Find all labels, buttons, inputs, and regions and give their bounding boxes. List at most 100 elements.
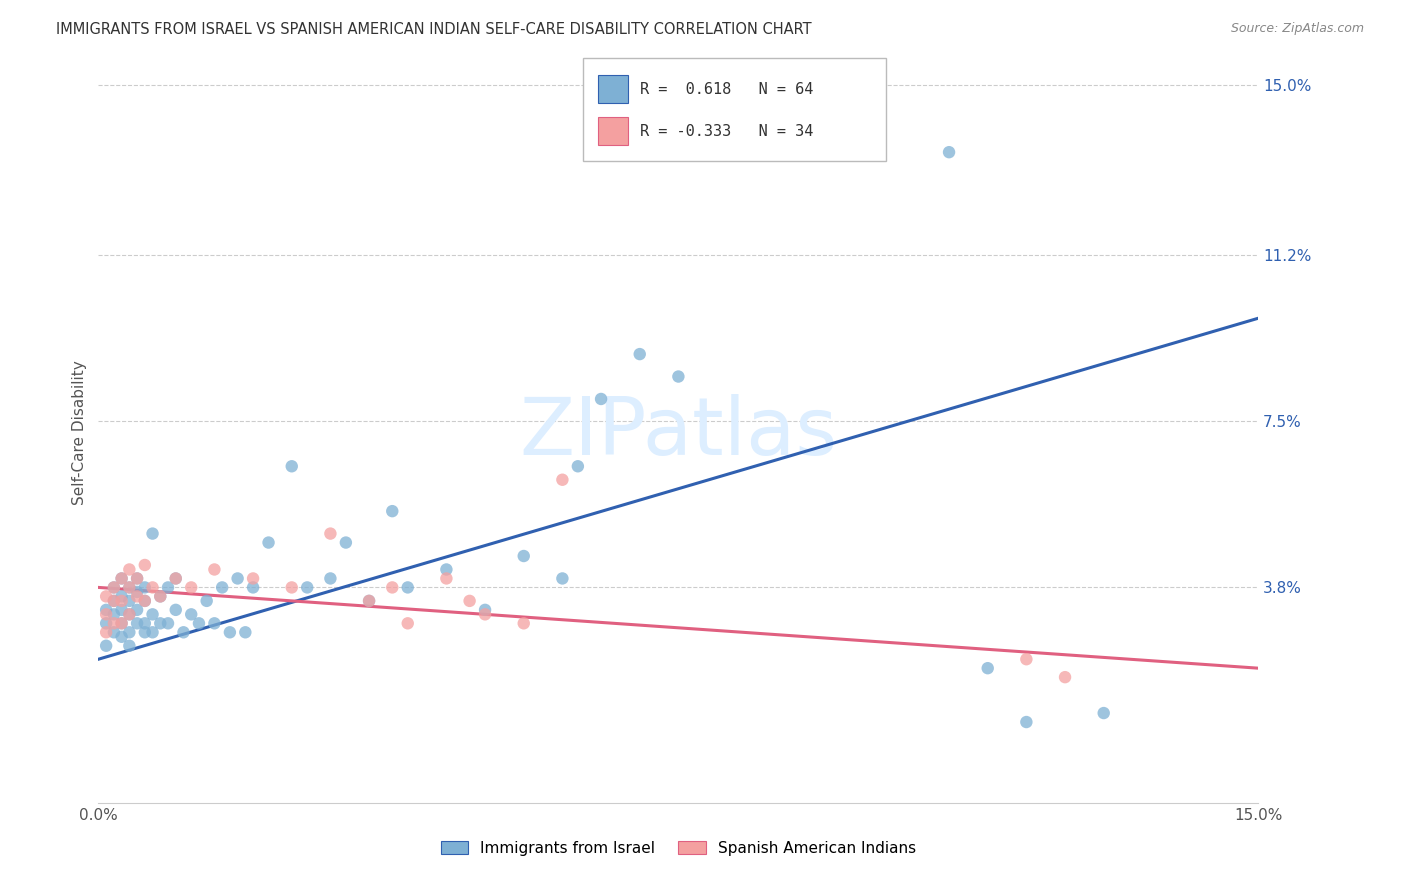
Point <box>628 347 651 361</box>
Point <box>103 581 125 595</box>
Point <box>157 616 180 631</box>
Point <box>141 526 165 541</box>
Point <box>1015 652 1038 666</box>
Point <box>319 571 342 585</box>
Text: IMMIGRANTS FROM ISRAEL VS SPANISH AMERICAN INDIAN SELF-CARE DISABILITY CORRELATI: IMMIGRANTS FROM ISRAEL VS SPANISH AMERIC… <box>56 22 811 37</box>
Point <box>165 571 187 585</box>
Point <box>149 616 172 631</box>
Point <box>204 562 226 576</box>
Point <box>141 625 165 640</box>
Text: R =  0.618   N = 64: R = 0.618 N = 64 <box>640 82 813 96</box>
Point <box>111 594 132 608</box>
Point <box>1054 670 1077 684</box>
Text: ZIPatlas: ZIPatlas <box>519 393 838 472</box>
Point <box>204 616 226 631</box>
Point <box>111 571 132 585</box>
Point <box>381 581 404 595</box>
Point <box>180 607 202 622</box>
Point <box>1015 714 1038 729</box>
Point <box>134 558 156 572</box>
Point <box>111 603 132 617</box>
Point <box>381 504 404 518</box>
Point <box>257 535 280 549</box>
Point <box>165 571 187 585</box>
Text: Source: ZipAtlas.com: Source: ZipAtlas.com <box>1230 22 1364 36</box>
Point <box>127 603 149 617</box>
Point <box>111 616 132 631</box>
Point <box>149 590 172 604</box>
Point <box>195 594 218 608</box>
Legend: Immigrants from Israel, Spanish American Indians: Immigrants from Israel, Spanish American… <box>434 835 922 862</box>
Point <box>157 581 180 595</box>
Point <box>134 581 156 595</box>
Point <box>319 526 342 541</box>
Point <box>436 562 458 576</box>
Point <box>141 607 165 622</box>
Point <box>141 581 165 595</box>
Point <box>297 581 319 595</box>
Point <box>134 625 156 640</box>
Point <box>396 616 419 631</box>
Point <box>96 616 118 631</box>
Point <box>134 594 156 608</box>
Point <box>134 594 156 608</box>
Point <box>172 625 194 640</box>
Point <box>359 594 381 608</box>
Point <box>111 616 132 631</box>
Point <box>118 594 141 608</box>
Point <box>513 549 536 563</box>
Point <box>134 616 156 631</box>
Point <box>96 590 118 604</box>
Point <box>103 594 125 608</box>
Point <box>1092 706 1115 720</box>
Point <box>96 603 118 617</box>
Point <box>474 603 496 617</box>
Point <box>513 616 536 631</box>
Point <box>127 590 149 604</box>
Point <box>211 581 233 595</box>
Point <box>103 616 125 631</box>
Point <box>96 625 118 640</box>
Point <box>103 607 125 622</box>
Point <box>103 581 125 595</box>
Point <box>335 535 357 549</box>
Point <box>242 581 264 595</box>
Point <box>359 594 381 608</box>
Point <box>458 594 481 608</box>
Point <box>242 571 264 585</box>
Point <box>396 581 419 595</box>
Point <box>567 459 589 474</box>
Point <box>118 581 141 595</box>
Point <box>474 607 496 622</box>
Point <box>977 661 1000 675</box>
Point <box>180 581 202 595</box>
Point <box>118 625 141 640</box>
Point <box>551 473 574 487</box>
Point <box>118 581 141 595</box>
Point <box>127 571 149 585</box>
Point <box>111 590 132 604</box>
Point <box>436 571 458 585</box>
Point <box>219 625 242 640</box>
Point <box>118 607 141 622</box>
Point <box>118 562 141 576</box>
Point <box>281 581 304 595</box>
Point <box>281 459 304 474</box>
Point <box>591 392 613 406</box>
Point <box>96 639 118 653</box>
Point <box>226 571 249 585</box>
Point <box>938 145 960 160</box>
Y-axis label: Self-Care Disability: Self-Care Disability <box>72 360 87 505</box>
Point <box>551 571 574 585</box>
Point <box>165 603 187 617</box>
Point <box>127 585 149 599</box>
Point <box>118 607 141 622</box>
Text: R = -0.333   N = 34: R = -0.333 N = 34 <box>640 124 813 138</box>
Point <box>118 639 141 653</box>
Point <box>127 616 149 631</box>
Point <box>103 625 125 640</box>
Point <box>127 571 149 585</box>
Point <box>666 369 689 384</box>
Point <box>111 571 132 585</box>
Point <box>149 590 172 604</box>
